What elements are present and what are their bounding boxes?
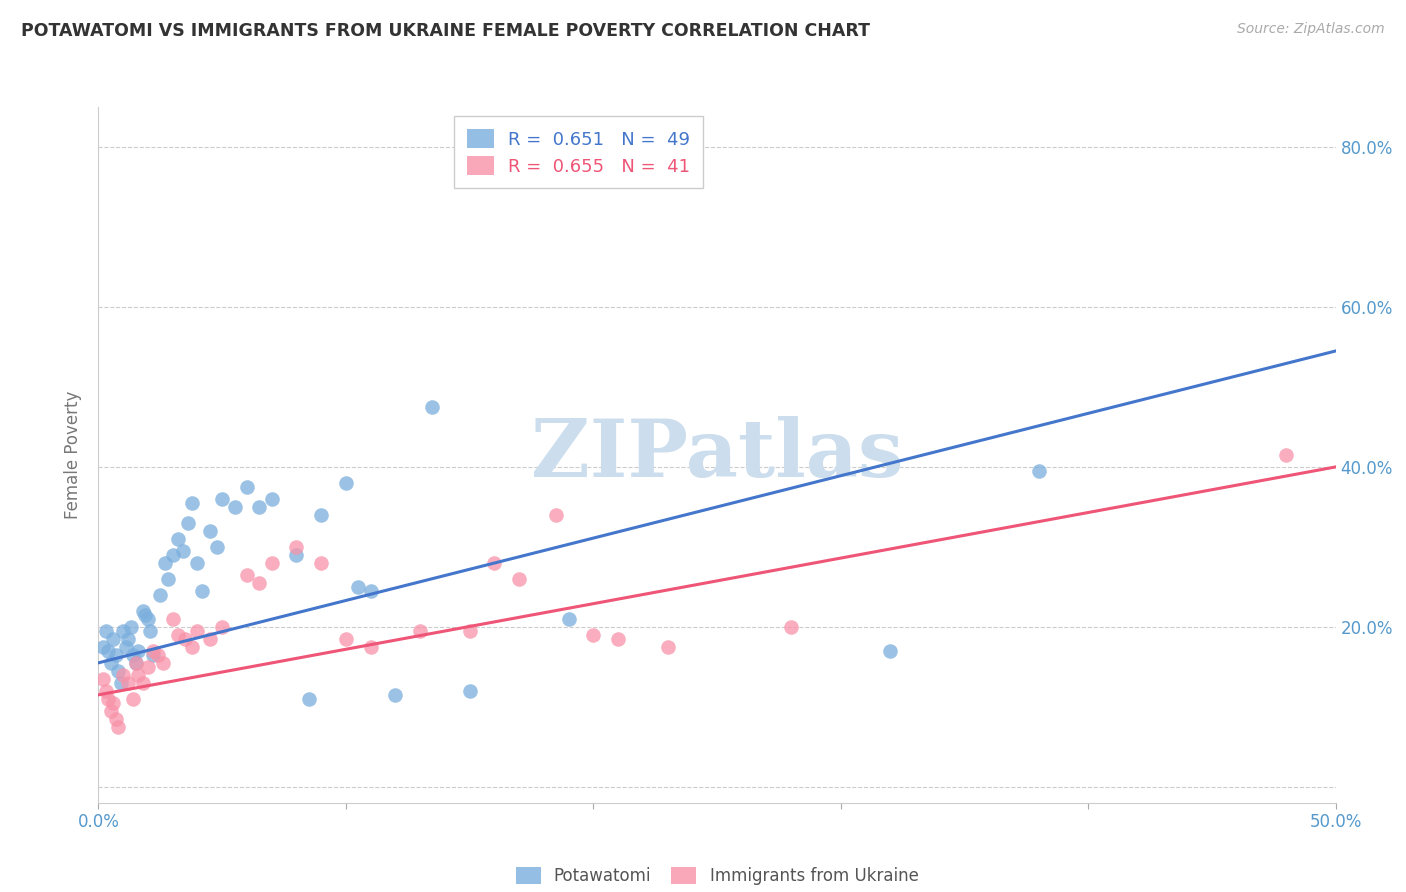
Point xyxy=(124,656,146,670)
Point xyxy=(94,624,117,638)
Point xyxy=(247,575,270,590)
Point xyxy=(112,668,135,682)
Point xyxy=(155,556,177,570)
Point xyxy=(124,656,146,670)
Point xyxy=(260,491,283,506)
Point xyxy=(172,544,194,558)
Point xyxy=(657,640,679,654)
Point xyxy=(174,632,197,646)
Point xyxy=(780,620,803,634)
Y-axis label: Female Poverty: Female Poverty xyxy=(65,391,83,519)
Point xyxy=(458,683,481,698)
Point xyxy=(103,632,125,646)
Point xyxy=(557,612,579,626)
Point xyxy=(211,491,233,506)
Point xyxy=(335,475,357,490)
Point xyxy=(104,648,127,662)
Point xyxy=(176,516,198,530)
Point xyxy=(149,588,172,602)
Point xyxy=(100,656,122,670)
Point xyxy=(156,572,179,586)
Point xyxy=(458,624,481,638)
Point xyxy=(335,632,357,646)
Text: ZIPatlas: ZIPatlas xyxy=(531,416,903,494)
Point xyxy=(107,664,129,678)
Point xyxy=(93,672,115,686)
Point xyxy=(97,644,120,658)
Point xyxy=(181,640,204,654)
Point xyxy=(198,524,221,538)
Point xyxy=(122,648,145,662)
Point xyxy=(107,720,129,734)
Point xyxy=(127,668,149,682)
Point xyxy=(146,648,169,662)
Point xyxy=(409,624,432,638)
Point xyxy=(309,508,332,522)
Point xyxy=(97,691,120,706)
Point xyxy=(247,500,270,514)
Point xyxy=(120,620,142,634)
Point xyxy=(298,691,321,706)
Point xyxy=(879,644,901,658)
Point xyxy=(166,532,188,546)
Point xyxy=(285,540,308,554)
Point xyxy=(384,688,406,702)
Point xyxy=(100,704,122,718)
Point xyxy=(117,676,139,690)
Text: POTAWATOMI VS IMMIGRANTS FROM UKRAINE FEMALE POVERTY CORRELATION CHART: POTAWATOMI VS IMMIGRANTS FROM UKRAINE FE… xyxy=(21,22,870,40)
Point xyxy=(127,644,149,658)
Point xyxy=(186,556,208,570)
Point xyxy=(546,508,568,522)
Point xyxy=(152,656,174,670)
Point xyxy=(142,644,165,658)
Text: Source: ZipAtlas.com: Source: ZipAtlas.com xyxy=(1237,22,1385,37)
Point xyxy=(162,612,184,626)
Point xyxy=(224,500,246,514)
Point xyxy=(94,683,117,698)
Point xyxy=(191,583,214,598)
Point xyxy=(1275,448,1298,462)
Point xyxy=(1028,464,1050,478)
Point xyxy=(134,607,156,622)
Point xyxy=(198,632,221,646)
Point xyxy=(104,712,127,726)
Point xyxy=(607,632,630,646)
Point xyxy=(347,580,370,594)
Point xyxy=(205,540,228,554)
Point xyxy=(260,556,283,570)
Point xyxy=(139,624,162,638)
Point xyxy=(112,624,135,638)
Point xyxy=(122,691,145,706)
Point xyxy=(142,648,165,662)
Point xyxy=(236,480,259,494)
Point xyxy=(136,660,159,674)
Point xyxy=(422,400,444,414)
Point xyxy=(93,640,115,654)
Point xyxy=(285,548,308,562)
Legend: Potawatomi, Immigrants from Ukraine: Potawatomi, Immigrants from Ukraine xyxy=(509,861,925,892)
Point xyxy=(162,548,184,562)
Point xyxy=(309,556,332,570)
Point xyxy=(132,604,155,618)
Point xyxy=(117,632,139,646)
Point xyxy=(110,676,132,690)
Point xyxy=(181,496,204,510)
Point xyxy=(236,567,259,582)
Point xyxy=(186,624,208,638)
Point xyxy=(136,612,159,626)
Point xyxy=(360,640,382,654)
Point xyxy=(484,556,506,570)
Point xyxy=(166,628,188,642)
Point xyxy=(103,696,125,710)
Point xyxy=(508,572,530,586)
Point xyxy=(114,640,136,654)
Point xyxy=(582,628,605,642)
Point xyxy=(360,583,382,598)
Point xyxy=(211,620,233,634)
Point xyxy=(132,676,155,690)
